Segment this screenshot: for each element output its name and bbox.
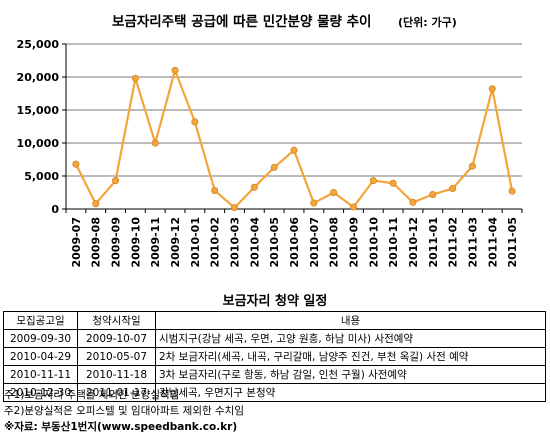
- header-announce-date: 모집공고일: [3, 311, 78, 330]
- table-row: 2010-11-11 2010-11-18 3차 보금자리(구로 항동, 하남 …: [3, 365, 546, 384]
- announce-date-cell: 2009-09-30: [3, 329, 78, 348]
- footnote-1: 주1)보금자리 주택을 제외한 분양실적임: [4, 389, 180, 401]
- x-tick-label: 2009-10: [129, 217, 142, 268]
- x-tick-label: 2011-03: [466, 217, 479, 268]
- y-tick-label: 10,000: [17, 137, 60, 150]
- data-point: [488, 85, 496, 93]
- x-tick-label: 2010-07: [308, 217, 321, 268]
- data-point: [449, 185, 457, 193]
- data-point: [409, 198, 417, 206]
- start-date-cell: 2011-01-17: [77, 383, 156, 402]
- data-point: [112, 177, 120, 185]
- announce-date-cell: 2010-04-29: [3, 347, 78, 366]
- chart-title: 보금자리주택 공급에 따른 민간분양 물량 추이: [112, 13, 371, 30]
- series-polyline: [74, 69, 514, 209]
- data-point: [369, 177, 377, 185]
- data-point: [508, 187, 516, 195]
- y-axis-ticks: 0 5,000 10,000 15,000 20,000 25,000: [17, 38, 66, 216]
- x-tick-label: 2011-05: [506, 217, 519, 268]
- x-tick-label: 2010-02: [209, 217, 222, 268]
- y-tick-label: 25,000: [17, 38, 60, 51]
- data-point: [310, 199, 318, 207]
- data-point: [92, 200, 100, 208]
- y-tick-label: 15,000: [17, 104, 60, 117]
- content-cell: 3차 보금자리(구로 항동, 하남 감일, 인천 구월) 사전예약: [155, 365, 546, 384]
- data-point: [270, 163, 278, 171]
- data-point: [231, 204, 239, 212]
- x-tick-label: 2010-09: [347, 217, 360, 268]
- line-chart: 보금자리주택 공급에 따른 민간분양 물량 추이 (단위: 가구) 0 5,000…: [17, 13, 523, 268]
- x-tick-label: 2010-06: [288, 217, 301, 268]
- x-tick-label: 2009-11: [149, 217, 162, 268]
- chart-title-group: 보금자리주택 공급에 따른 민간분양 물량 추이 (단위: 가구): [112, 13, 457, 30]
- x-tick-label: 2010-11: [387, 217, 400, 268]
- x-tick-label: 2009-09: [110, 217, 123, 268]
- schedule-table: 모집공고일 청약시작일 내용 2009-09-30 2009-10-07 시범지…: [3, 311, 546, 402]
- data-point: [330, 189, 338, 197]
- footnote-2: 주2)분양실적은 오피스텔 및 임대아파트 제외한 수치임: [4, 405, 244, 417]
- x-tick-label: 2010-04: [248, 217, 261, 268]
- data-point: [131, 74, 139, 82]
- x-tick-label: 2011-02: [447, 217, 460, 268]
- data-point: [429, 190, 437, 198]
- chart-unit-note: (단위: 가구): [398, 15, 457, 29]
- header-start-date: 청약시작일: [77, 311, 156, 330]
- series-line: [74, 69, 514, 209]
- chart-area: 보금자리주택 공급에 따른 민간분양 물량 추이 (단위: 가구) 0 5,000…: [17, 13, 523, 268]
- x-tick-label: 2010-10: [367, 217, 380, 268]
- schedule-title: 보금자리 청약 일정: [222, 294, 328, 309]
- start-date-cell: 2010-11-18: [77, 365, 156, 384]
- source-note: ※자료: 부동산1번지(www.speedbank.co.kr): [4, 421, 238, 433]
- table-header-row: 모집공고일 청약시작일 내용: [3, 311, 546, 330]
- content-cell: 강남세곡, 우면지구 본청약: [155, 383, 546, 402]
- x-tick-label: 2009-07: [70, 217, 83, 268]
- header-content: 내용: [155, 311, 546, 330]
- data-point: [250, 183, 258, 191]
- x-tick-label: 2011-01: [427, 217, 440, 268]
- start-date-cell: 2010-05-07: [77, 347, 156, 366]
- data-point: [72, 160, 80, 168]
- x-tick-label: 2010-05: [268, 217, 281, 268]
- x-tick-label: 2010-01: [189, 217, 202, 268]
- y-tick-label: 5,000: [24, 170, 59, 183]
- grid-lines: [65, 43, 522, 210]
- series-points: [72, 66, 516, 212]
- data-point: [211, 187, 219, 195]
- x-tick-label: 2011-04: [486, 217, 499, 268]
- data-point: [191, 118, 199, 126]
- data-point: [389, 179, 397, 187]
- announce-date-cell: 2010-11-11: [3, 365, 78, 384]
- start-date-cell: 2009-10-07: [77, 329, 156, 348]
- x-tick-label: 2010-12: [407, 217, 420, 268]
- content-cell: 시범지구(강남 세곡, 우면, 고양 원흥, 하남 미사) 사전예약: [155, 329, 546, 348]
- data-point: [349, 203, 357, 211]
- table-row: 2010-04-29 2010-05-07 2차 보금자리(세곡, 내곡, 구리…: [3, 347, 546, 366]
- x-tick-label: 2009-08: [90, 217, 103, 268]
- footnotes: 주1)보금자리 주택을 제외한 분양실적임 주2)분양실적은 오피스텔 및 임대…: [4, 387, 544, 435]
- x-tick-label: 2010-03: [229, 217, 242, 268]
- y-tick-label: 0: [51, 203, 59, 216]
- data-point: [151, 139, 159, 147]
- x-tick-label: 2009-12: [169, 217, 182, 268]
- data-point: [468, 162, 476, 170]
- announce-date-cell: 2010-12-30: [3, 383, 78, 402]
- data-point: [290, 146, 298, 154]
- y-tick-label: 20,000: [17, 71, 60, 84]
- content-cell: 2차 보금자리(세곡, 내곡, 구리갈매, 남양주 진건, 부천 옥길) 사전 …: [155, 347, 546, 366]
- x-axis-ticks: 2009-07 2009-08 2009-09 2009-10 2009-11 2009-…: [65, 209, 523, 268]
- data-point: [171, 66, 179, 74]
- table-row: 2010-12-30 2011-01-17 강남세곡, 우면지구 본청약: [3, 383, 546, 402]
- table-row: 2009-09-30 2009-10-07 시범지구(강남 세곡, 우면, 고양…: [3, 329, 546, 348]
- x-tick-label: 2010-08: [328, 217, 341, 268]
